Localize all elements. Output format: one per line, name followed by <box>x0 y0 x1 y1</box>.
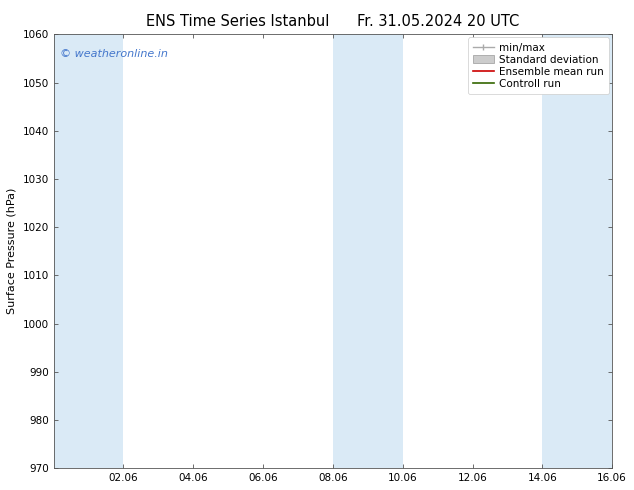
Bar <box>333 34 403 468</box>
Legend: min/max, Standard deviation, Ensemble mean run, Controll run: min/max, Standard deviation, Ensemble me… <box>468 37 609 94</box>
Title: ENS Time Series Istanbul      Fr. 31.05.2024 20 UTC: ENS Time Series Istanbul Fr. 31.05.2024 … <box>146 14 519 29</box>
Text: © weatheronline.in: © weatheronline.in <box>60 49 168 59</box>
Bar <box>542 34 612 468</box>
Y-axis label: Surface Pressure (hPa): Surface Pressure (hPa) <box>7 188 17 315</box>
Bar <box>54 34 124 468</box>
